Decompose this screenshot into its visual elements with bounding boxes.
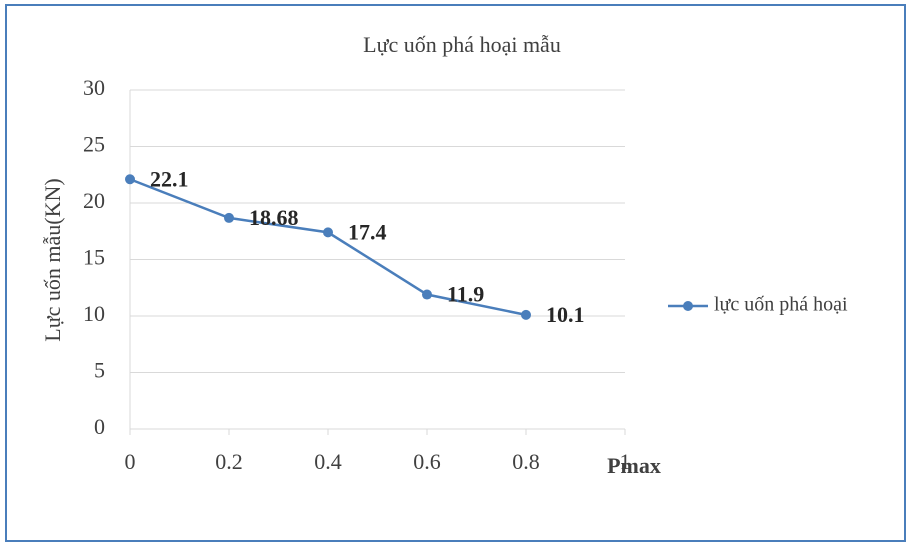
x-axis-label: Pmax [607, 453, 661, 478]
chart-frame [5, 4, 906, 542]
x-tick-label: 0 [125, 449, 136, 474]
y-tick-label: 5 [94, 358, 105, 383]
y-tick-label: 30 [83, 75, 105, 100]
x-tick-label: 0.4 [314, 449, 342, 474]
point [422, 289, 432, 300]
point [125, 174, 135, 185]
y-tick-label: 0 [94, 414, 105, 439]
x-tick-label: 0.2 [215, 449, 243, 474]
y-tick-label: 15 [83, 245, 105, 270]
data-label: 22.1 [150, 166, 189, 191]
y-tick-label: 10 [83, 301, 105, 326]
chart-title: Lực uốn phá hoại mẫu [363, 32, 561, 57]
legend-label: lực uốn phá hoại [714, 294, 848, 316]
x-tick-label: 0.6 [413, 449, 441, 474]
y-tick-label: 25 [83, 132, 105, 157]
point [224, 212, 234, 223]
x-tick-label: 1 [620, 449, 631, 474]
point [323, 227, 333, 238]
y-tick-label: 20 [83, 188, 105, 213]
x-tick-label: 0.8 [512, 449, 540, 474]
legend-marker [683, 301, 693, 311]
data-label: 17.4 [348, 219, 387, 244]
data-label: 10.1 [546, 302, 585, 327]
data-label: 11.9 [447, 282, 484, 307]
y-axis-label: Lực uốn mẫu(KN) [40, 178, 65, 341]
data-label: 18.68 [249, 205, 299, 230]
point [521, 309, 531, 320]
